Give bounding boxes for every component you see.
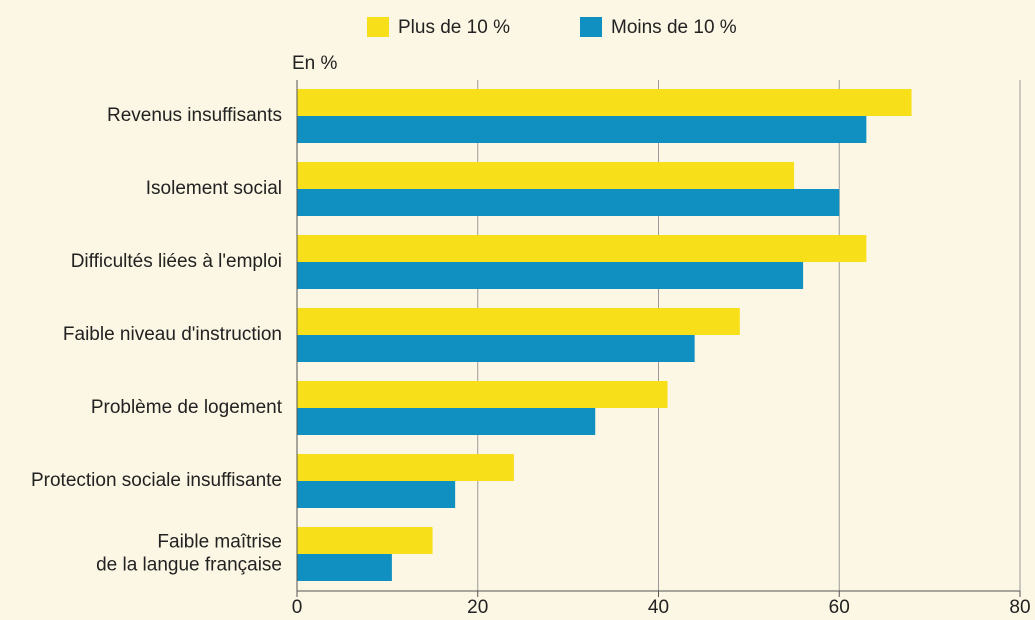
bar [297, 381, 668, 408]
y-tick-label: Faible niveau d'instruction [63, 324, 282, 345]
bar [297, 454, 514, 481]
y-tick-label: Difficultés liées à l'emploi [71, 251, 282, 272]
axis-label: En % [292, 53, 338, 74]
x-tick-label: 80 [1009, 597, 1030, 618]
legend-label: Moins de 10 % [611, 17, 737, 38]
bar [297, 162, 795, 189]
x-tick-label: 60 [829, 597, 850, 618]
bar [297, 308, 740, 335]
bar [297, 554, 392, 581]
x-tick-label: 20 [467, 597, 488, 618]
x-tick-label: 40 [648, 597, 669, 618]
y-tick-label: Problème de logement [91, 397, 283, 418]
legend-swatch [367, 17, 389, 37]
bar [297, 335, 695, 362]
bar [297, 527, 433, 554]
x-tick-label: 0 [292, 597, 303, 618]
legend-label: Plus de 10 % [398, 17, 510, 38]
bar [297, 262, 804, 289]
bar [297, 408, 596, 435]
y-tick-label: Protection sociale insuffisante [31, 470, 282, 491]
y-tick-label: Isolement social [146, 178, 282, 199]
bar [297, 481, 456, 508]
legend-swatch [580, 17, 602, 37]
bar [297, 89, 912, 116]
bar [297, 116, 867, 143]
y-tick-label: Revenus insuffisants [107, 105, 282, 126]
bar [297, 235, 867, 262]
y-tick-label: Faible maîtrise de la langue française [96, 532, 282, 576]
bar [297, 189, 840, 216]
